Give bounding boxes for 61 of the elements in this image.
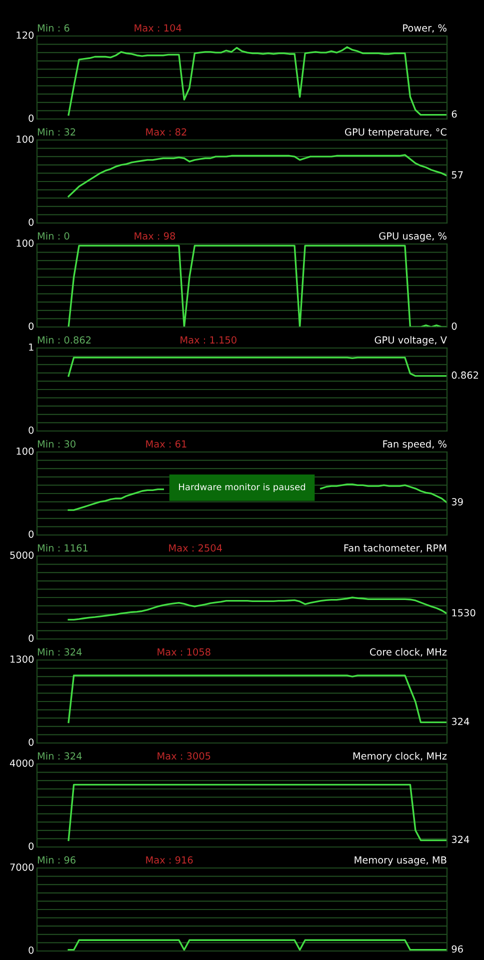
line-series (68, 596, 447, 621)
chart-title: GPU usage, % (379, 232, 446, 242)
y-tick-label: 0 (28, 842, 34, 850)
text: Min : 96 (38, 856, 76, 864)
chart-title: GPU temperature, °C (345, 128, 446, 138)
y-tick-label: 0 (28, 530, 34, 538)
chart-title: Memory clock, MHz (353, 752, 447, 762)
text: 57 (452, 171, 463, 179)
y-tick-label: 0 (28, 946, 34, 954)
text: 96 (452, 945, 463, 953)
line-series (68, 154, 447, 198)
y-tick-label: 0 (28, 738, 34, 746)
text: Max : 1.150 (180, 336, 236, 344)
text: 324 (452, 836, 470, 844)
y-tick-label: 0 (28, 634, 34, 642)
text: Min : 324 (38, 752, 82, 760)
text: Min : 32 (38, 128, 76, 136)
chart-title: Core clock, MHz (370, 648, 447, 657)
text: 6 (452, 110, 457, 118)
text: 0.862 (452, 371, 478, 379)
text: 1530 (452, 609, 476, 616)
text: Min : 324 (38, 648, 82, 656)
annotation: Hardware monitor is paused (179, 483, 306, 492)
text: Max : 2504 (169, 544, 222, 552)
chart-title: Fan tachometer, RPM (344, 544, 446, 553)
text: Min : 6 (38, 24, 70, 32)
y-tick-label: 5000 (10, 551, 34, 559)
chart-title: Memory usage, MB (354, 856, 446, 866)
y-tick-label: 7000 (10, 863, 34, 871)
text: Max : 3005 (158, 752, 210, 760)
chart-title: GPU voltage, V (374, 336, 447, 346)
line-series (68, 46, 447, 116)
text: Max : 98 (134, 232, 176, 240)
text: Max : 916 (146, 856, 193, 864)
text: Max : 104 (134, 24, 182, 32)
y-tick-label: 4000 (10, 759, 34, 767)
text: Min : 30 (38, 440, 76, 448)
chart-title: Fan speed, % (383, 440, 446, 450)
text: Max : 1058 (158, 648, 210, 656)
text: Min : 0.862 (38, 336, 91, 344)
text: Max : 61 (146, 440, 186, 448)
chart-title: Power, % (403, 24, 446, 33)
text: 39 (452, 498, 463, 506)
y-tick-label: 100 (16, 135, 34, 143)
y-tick-label: 1 (29, 344, 34, 351)
text: Min : 1161 (38, 544, 88, 552)
y-tick-label: 100 (16, 447, 34, 455)
text: 0 (452, 322, 457, 330)
line-series (68, 674, 447, 724)
y-tick-label: 0 (28, 114, 34, 122)
line-series (68, 356, 447, 377)
y-tick-label: 0 (28, 218, 34, 226)
line-series (68, 244, 447, 327)
text: Min : 0 (38, 232, 70, 240)
text: 324 (452, 718, 470, 726)
y-tick-label: 0 (28, 322, 34, 330)
y-tick-label: 0 (28, 426, 34, 434)
y-tick-label: 1300 (10, 655, 34, 663)
y-tick-label: 100 (16, 239, 34, 247)
y-tick-label: 120 (16, 31, 34, 39)
text: Max : 82 (146, 128, 186, 136)
